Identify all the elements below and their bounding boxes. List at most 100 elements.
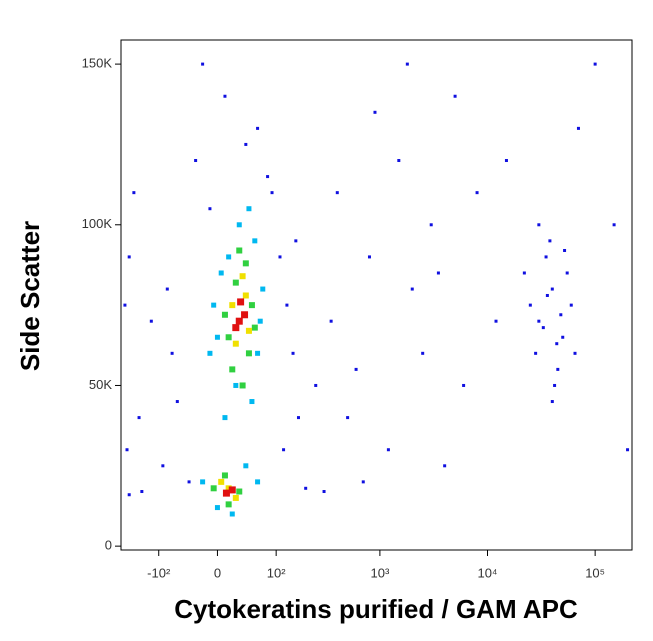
y-axis-title: Side Scatter [15, 221, 45, 371]
event-point [550, 287, 554, 291]
event-point [244, 142, 248, 146]
event-point [161, 464, 165, 468]
event-point [335, 191, 339, 195]
event-point [537, 319, 541, 323]
event-point [149, 319, 153, 323]
event-point [218, 270, 224, 276]
event-point [453, 94, 457, 98]
event-point [218, 478, 225, 485]
event-point [140, 490, 144, 494]
event-point [436, 271, 440, 275]
event-point [207, 350, 213, 356]
event-point [236, 488, 243, 495]
event-point [225, 501, 232, 508]
event-point [522, 271, 526, 275]
event-point [232, 340, 239, 347]
event-point [296, 416, 300, 420]
event-point [257, 318, 263, 324]
event-point [573, 351, 577, 355]
event-point [255, 350, 261, 356]
event-point [251, 324, 258, 331]
points [123, 62, 630, 517]
event-point [561, 335, 565, 339]
event-point [548, 239, 552, 243]
event-point [214, 334, 220, 340]
event-point [229, 511, 235, 517]
event-point [373, 110, 377, 114]
event-point [291, 351, 295, 355]
event-point [243, 463, 249, 469]
event-point [462, 383, 466, 387]
event-point [346, 416, 350, 420]
y-tick-label: 100K [82, 216, 113, 231]
event-point [367, 255, 371, 259]
event-point [278, 255, 282, 259]
event-point [132, 191, 136, 195]
event-point [612, 223, 616, 227]
event-point [175, 400, 179, 404]
x-tick-label: 10⁵ [585, 565, 605, 580]
event-point [229, 302, 236, 309]
event-point [232, 324, 240, 332]
x-tick-label: 10⁴ [477, 565, 497, 580]
event-point [397, 159, 401, 163]
y-tick-label: 150K [82, 56, 113, 71]
event-point [563, 248, 567, 252]
event-point [170, 351, 174, 355]
event-point [236, 247, 243, 254]
x-tick-label: -10² [147, 565, 171, 580]
event-point [236, 222, 242, 228]
event-point [232, 494, 239, 501]
event-point [248, 302, 255, 309]
event-point [226, 254, 232, 260]
event-point [222, 415, 228, 421]
event-point [221, 311, 228, 318]
event-point [504, 159, 508, 163]
event-point [208, 207, 212, 211]
event-point [559, 313, 563, 317]
x-tick-label: 0 [214, 565, 221, 580]
event-point [125, 448, 129, 452]
event-point [556, 367, 560, 371]
event-point [410, 287, 414, 291]
event-point [123, 303, 127, 307]
event-point [233, 382, 239, 388]
event-point [528, 303, 532, 307]
event-point [537, 223, 541, 227]
event-point [200, 479, 206, 485]
event-point [322, 490, 326, 494]
event-point [255, 479, 261, 485]
event-point [246, 206, 252, 212]
event-point [249, 399, 255, 405]
event-point [187, 480, 191, 484]
event-point [576, 126, 580, 130]
event-point [285, 303, 289, 307]
event-point [266, 175, 270, 179]
event-point [225, 334, 232, 341]
event-point [545, 293, 549, 297]
event-point [260, 286, 266, 292]
event-point [229, 366, 236, 373]
event-point [256, 126, 260, 130]
event-point [245, 350, 252, 357]
event-point [354, 367, 358, 371]
event-point [127, 255, 131, 259]
event-point [314, 383, 318, 387]
event-point [555, 342, 559, 346]
event-point [494, 319, 498, 323]
event-point [232, 279, 239, 286]
event-point [237, 298, 245, 306]
plot-frame [120, 39, 633, 551]
event-point [429, 223, 433, 227]
y-tick-label: 0 [105, 538, 112, 553]
event-point [544, 255, 548, 259]
event-point [329, 319, 333, 323]
event-point [242, 292, 249, 299]
event-point [235, 317, 243, 325]
event-point [550, 400, 554, 404]
x-tick-label: 10³ [370, 565, 389, 580]
event-point [270, 191, 274, 195]
event-point [222, 489, 230, 497]
event-point [211, 302, 217, 308]
